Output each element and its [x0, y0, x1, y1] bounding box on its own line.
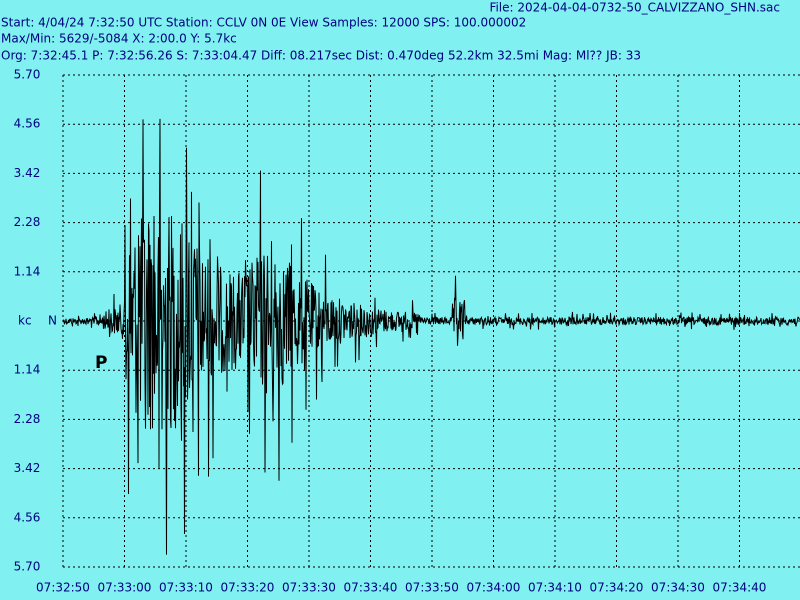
y-label: 4.56	[14, 510, 41, 524]
start-info: Start: 4/04/24 7:32:50 UTC Station: CCLV…	[1, 16, 526, 30]
background	[0, 0, 800, 600]
y-label: 2.28	[14, 215, 41, 229]
x-label: 07:33:30	[282, 581, 336, 595]
y-label: 2.28	[14, 412, 41, 426]
x-label: 07:34:40	[713, 581, 767, 595]
x-label: 07:33:00	[98, 581, 152, 595]
y-label: 5.70	[14, 560, 41, 574]
x-label: 07:33:50	[405, 581, 459, 595]
file-name: File: 2024-04-04-0732-50_CALVIZZANO_SHN.…	[489, 1, 780, 15]
x-label: 07:33:10	[159, 581, 213, 595]
y-label: 3.42	[14, 461, 41, 475]
x-label: 07:33:20	[221, 581, 275, 595]
origin-info: Org: 7:32:45.1 P: 7:32:56.26 S: 7:33:04.…	[1, 49, 641, 63]
maxmin-info: Max/Min: 5629/-5084 X: 2:00.0 Y: 5.7kc	[1, 32, 237, 46]
x-label: 07:34:30	[651, 581, 705, 595]
y-label: 3.42	[14, 166, 41, 180]
y-label: 1.14	[14, 264, 41, 278]
p-marker: P	[95, 353, 107, 373]
y-label: 5.70	[14, 68, 41, 82]
component: N	[48, 314, 57, 328]
y-label: 4.56	[14, 117, 41, 131]
x-label: 07:34:00	[467, 581, 521, 595]
seismogram-window: File: 2024-04-04-0732-50_CALVIZZANO_SHN.…	[0, 0, 800, 600]
y-label: 1.14	[14, 363, 41, 377]
x-label: 07:34:10	[528, 581, 582, 595]
page: File: 2024-04-04-0732-50_CALVIZZANO_SHN.…	[0, 0, 800, 600]
x-label: 07:34:20	[590, 581, 644, 595]
y-unit: kc	[18, 314, 32, 328]
x-label: 07:33:40	[344, 581, 398, 595]
x-label: 07:32:50	[36, 581, 90, 595]
